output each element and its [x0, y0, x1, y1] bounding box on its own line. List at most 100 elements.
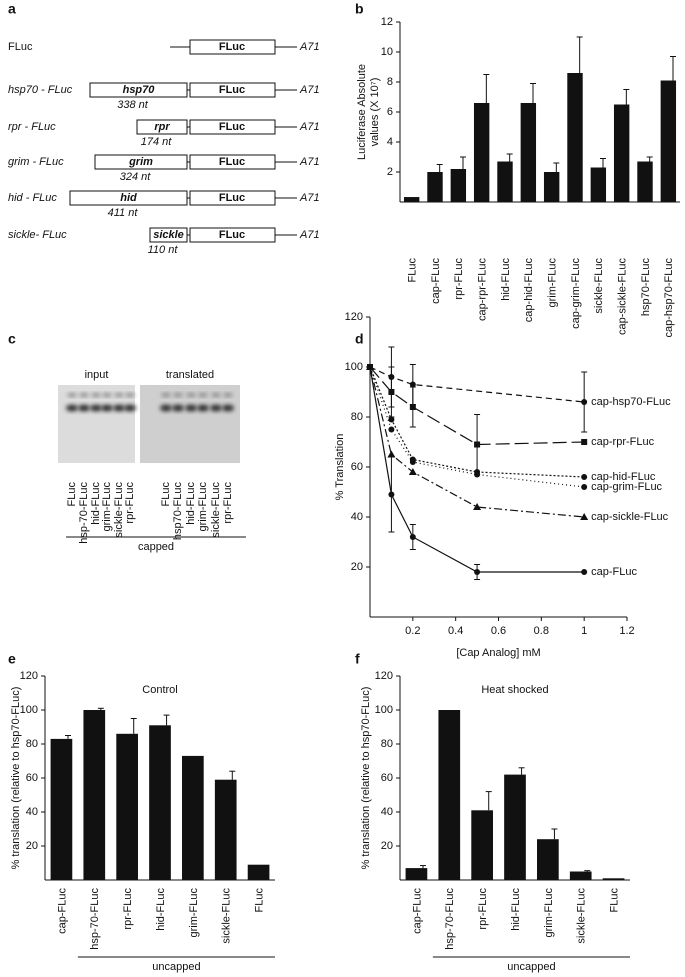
bar: [405, 868, 428, 880]
y-tick-label: 10: [381, 46, 393, 58]
series-line: [369, 366, 585, 403]
y-axis-label: % Translation: [334, 434, 346, 501]
gel-image: [140, 385, 240, 463]
gel-title: translated: [166, 369, 214, 381]
leader-name: hid: [120, 192, 137, 204]
leader-name: sickle: [153, 229, 184, 241]
x-tick-label: sickle-FLuc: [593, 258, 605, 314]
series-label: cap-grim-FLuc: [591, 481, 662, 493]
x-tick-label: hid-FLuc: [500, 258, 512, 301]
bar: [116, 733, 138, 880]
series-label: cap-rpr-FLuc: [591, 436, 654, 448]
marker: [409, 404, 416, 410]
x-tick-label: 0.8: [534, 625, 549, 637]
leader-length: 338 nt: [117, 99, 149, 111]
bar: [50, 738, 73, 880]
x-tick-label: hid-FLuc: [155, 888, 167, 931]
marker: [581, 439, 588, 445]
reporter-name: FLuc: [219, 229, 245, 241]
y-axis-label: % translation (relative to hsp70-FLuc): [10, 687, 22, 870]
bar: [83, 710, 106, 880]
panel-label: f: [355, 651, 360, 667]
y-tick-label: 60: [351, 461, 363, 473]
poly-a-tail: A71: [299, 84, 320, 96]
reporter-name: FLuc: [219, 192, 245, 204]
y-tick-label: 120: [20, 670, 38, 682]
y-tick-label: 2: [387, 166, 393, 178]
x-tick-label: cap-hid-FLuc: [523, 258, 535, 323]
x-tick-label: grim-FLuc: [188, 888, 200, 938]
x-tick-label: rpr-FLuc: [122, 888, 134, 930]
x-tick-label: cap-grim-FLuc: [570, 258, 582, 329]
series-label: cap-FLuc: [591, 566, 637, 578]
y-tick-label: 100: [375, 704, 393, 716]
marker: [388, 389, 395, 395]
y-tick-label: 40: [26, 806, 38, 818]
bar: [590, 167, 607, 202]
gel-image: [58, 385, 135, 463]
series-label: cap-hid-FLuc: [591, 471, 656, 483]
bar: [473, 103, 490, 202]
lane-label: hid-FLuc: [90, 482, 102, 525]
marker: [581, 399, 588, 405]
bar: [214, 779, 237, 880]
marker: [409, 534, 416, 540]
bar: [247, 864, 270, 880]
marker: [580, 513, 589, 520]
marker: [409, 459, 416, 465]
gel-band: [66, 404, 78, 412]
lane-label: sickle-FLuc: [210, 482, 222, 538]
y-tick-label: 40: [351, 511, 363, 523]
x-tick-label: cap-rpr-FLuc: [477, 258, 489, 321]
bar: [660, 80, 677, 202]
marker: [473, 503, 482, 510]
gel-band: [185, 404, 197, 412]
gel-band-faint: [67, 393, 77, 397]
bar: [403, 197, 420, 202]
x-tick-label: hid-FLuc: [510, 888, 522, 931]
panel-label: a: [8, 1, 16, 17]
y-tick-label: 60: [381, 772, 393, 784]
x-tick-label: 1.2: [619, 625, 634, 637]
x-tick-label: grim-FLuc: [543, 888, 555, 938]
construct-label: grim - FLuc: [8, 156, 64, 168]
x-tick-label: 0.6: [491, 625, 506, 637]
y-tick-label: 8: [387, 76, 393, 88]
x-axis-label: [Cap Analog] mM: [456, 647, 540, 659]
y-axis-label: values (X 10⁷): [369, 78, 381, 147]
gel-band: [101, 404, 113, 412]
leader-length: 174 nt: [141, 136, 173, 148]
marker: [367, 364, 373, 370]
marker: [581, 569, 588, 575]
marker: [474, 441, 481, 448]
x-tick-label: grim-FLuc: [547, 258, 559, 308]
bar: [182, 755, 204, 880]
y-tick-label: 120: [375, 670, 393, 682]
marker: [581, 474, 588, 480]
x-tick-label: hsp-70-FLuc: [89, 888, 101, 950]
gel-band-faint: [161, 393, 171, 397]
gel-caption: capped: [138, 541, 174, 553]
gel-band-faint: [173, 393, 183, 397]
bar: [438, 710, 461, 880]
gel-band-faint: [198, 393, 208, 397]
gel-band: [172, 404, 184, 412]
gel-band-faint: [223, 393, 233, 397]
leader-name: grim: [128, 156, 153, 168]
marker: [474, 569, 481, 575]
bar: [504, 774, 526, 880]
bar: [567, 73, 583, 202]
lane-label: hsp70-FLuc: [172, 482, 184, 541]
construct-label: rpr - FLuc: [8, 121, 56, 133]
construct-label: FLuc: [8, 41, 33, 53]
gel-band: [210, 404, 222, 412]
y-tick-label: 20: [381, 840, 393, 852]
bar: [427, 172, 443, 202]
y-tick-label: 60: [26, 772, 38, 784]
poly-a-tail: A71: [299, 156, 320, 168]
bar: [543, 172, 560, 202]
reporter-name: FLuc: [219, 41, 245, 53]
construct-label: sickle- FLuc: [8, 229, 67, 241]
x-tick-label: FLuc: [253, 888, 265, 913]
